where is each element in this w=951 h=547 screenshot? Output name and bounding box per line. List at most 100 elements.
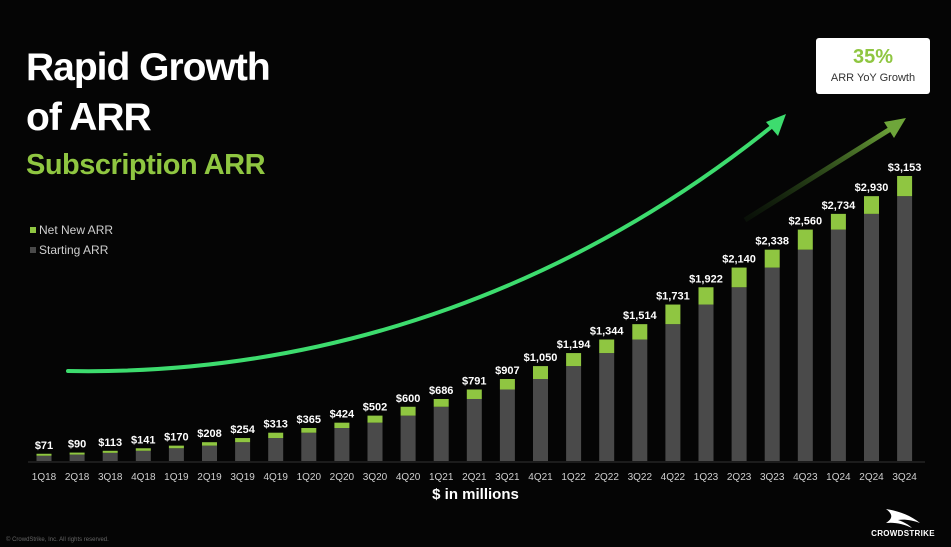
value-label-4Q22: $1,731 — [656, 291, 690, 303]
bar-starting-3Q20 — [367, 422, 383, 461]
bar-net-new-2Q24 — [864, 196, 879, 214]
x-tick-4Q21: 4Q21 — [528, 472, 553, 483]
legend-swatch-starting — [30, 247, 36, 253]
bar-starting-1Q23 — [698, 304, 714, 461]
x-tick-labels: 1Q18 2Q18 3Q18 4Q18 1Q19 2Q19 3Q19 4Q19 1Q20 2Q20… — [32, 472, 918, 483]
x-tick-4Q22: 4Q22 — [661, 472, 686, 483]
bar-starting-3Q24 — [897, 196, 913, 462]
x-tick-4Q19: 4Q19 — [263, 472, 288, 483]
bar-net-new-4Q22 — [665, 304, 681, 325]
bar-net-new-4Q20 — [400, 406, 416, 416]
bar-starting-1Q19 — [168, 448, 184, 461]
bar-net-new-3Q22 — [632, 324, 648, 340]
bar-net-new-2Q18 — [69, 452, 85, 455]
x-tick-3Q24: 3Q24 — [892, 472, 917, 483]
bar-group — [36, 176, 913, 462]
x-axis-title: $ in millions — [432, 486, 519, 503]
x-tick-1Q24: 1Q24 — [826, 472, 851, 483]
bar-starting-3Q22 — [632, 339, 648, 461]
value-label-4Q23: $2,560 — [788, 216, 822, 228]
value-label-2Q19: $208 — [197, 428, 221, 440]
bar-starting-2Q22 — [599, 353, 615, 461]
bar-starting-2Q23 — [731, 287, 747, 461]
logo-wordmark: CROWDSTRIKE — [871, 529, 935, 538]
bar-starting-1Q20 — [301, 432, 317, 461]
value-label-3Q23: $2,338 — [755, 236, 789, 248]
bar-net-new-2Q20 — [334, 422, 350, 429]
value-label-1Q20: $365 — [297, 414, 321, 426]
value-label-1Q19: $170 — [164, 432, 188, 444]
subtitle: Subscription ARR — [26, 149, 266, 181]
bar-starting-4Q20 — [400, 415, 416, 461]
value-label-4Q21: $1,050 — [524, 352, 558, 364]
x-tick-2Q19: 2Q19 — [197, 472, 222, 483]
bar-starting-2Q19 — [202, 445, 217, 461]
bar-starting-4Q23 — [797, 249, 813, 461]
copyright-footnote: © CrowdStrike, Inc. All rights reserved. — [6, 537, 109, 543]
x-tick-1Q18: 1Q18 — [32, 472, 57, 483]
title-line-1: Rapid Growth — [26, 46, 271, 89]
bar-starting-1Q18 — [36, 455, 52, 461]
legend: Net New ARR Starting ARR — [30, 220, 113, 260]
bar-net-new-3Q21 — [499, 379, 515, 390]
value-label-2Q21: $791 — [462, 376, 486, 388]
x-tick-3Q19: 3Q19 — [230, 472, 255, 483]
bar-net-new-2Q22 — [599, 339, 615, 354]
x-tick-2Q24: 2Q24 — [859, 472, 884, 483]
legend-label-net-new: Net New ARR — [39, 223, 114, 237]
bar-net-new-4Q23 — [797, 229, 813, 250]
bar-starting-1Q21 — [433, 406, 449, 461]
x-tick-4Q20: 4Q20 — [396, 472, 421, 483]
x-tick-2Q23: 2Q23 — [727, 472, 752, 483]
bar-net-new-3Q24 — [897, 176, 913, 197]
growth-badge-value: 35% — [852, 46, 894, 68]
bar-net-new-4Q19 — [268, 432, 284, 439]
value-label-1Q18: $71 — [35, 440, 53, 452]
value-label-2Q22: $1,344 — [590, 326, 625, 338]
x-tick-3Q18: 3Q18 — [98, 472, 123, 483]
bar-net-new-3Q23 — [764, 249, 780, 268]
bar-net-new-2Q19 — [202, 442, 217, 446]
x-tick-2Q18: 2Q18 — [65, 472, 90, 483]
bar-starting-1Q22 — [566, 366, 582, 461]
bar-net-new-4Q21 — [533, 366, 548, 380]
bar-starting-3Q18 — [102, 452, 118, 461]
bar-starting-4Q22 — [665, 324, 681, 461]
curved-growth-arrow — [66, 126, 772, 374]
bar-starting-3Q23 — [764, 267, 780, 461]
bar-net-new-1Q20 — [301, 428, 317, 433]
value-label-1Q22: $1,194 — [557, 339, 592, 351]
bar-net-new-2Q23 — [731, 267, 747, 288]
bar-net-new-1Q21 — [433, 398, 449, 407]
legend-item-net-new: Net New ARR — [30, 220, 113, 240]
bar-net-new-3Q18 — [102, 450, 118, 453]
value-label-3Q22: $1,514 — [623, 310, 658, 322]
x-tick-3Q22: 3Q22 — [628, 472, 653, 483]
value-label-4Q19: $313 — [263, 419, 287, 431]
x-tick-1Q20: 1Q20 — [297, 472, 322, 483]
x-tick-1Q22: 1Q22 — [561, 472, 586, 483]
bar-net-new-1Q24 — [830, 213, 846, 230]
growth-arrows — [66, 114, 906, 374]
crowdstrike-logo: CROWDSTRIKE — [868, 505, 938, 539]
x-tick-2Q22: 2Q22 — [594, 472, 619, 483]
curved-arrow-head-icon — [766, 114, 786, 136]
value-label-2Q23: $2,140 — [722, 254, 756, 266]
value-label-3Q24: $3,153 — [888, 162, 922, 174]
straight-arrow-head-icon — [884, 118, 906, 138]
value-label-2Q24: $2,930 — [855, 182, 889, 194]
x-tick-3Q23: 3Q23 — [760, 472, 785, 483]
legend-item-starting: Starting ARR — [30, 240, 113, 260]
x-tick-3Q20: 3Q20 — [363, 472, 388, 483]
straight-growth-arrow — [743, 125, 894, 223]
value-label-3Q21: $907 — [495, 365, 519, 377]
x-tick-4Q23: 4Q23 — [793, 472, 818, 483]
bar-starting-2Q18 — [69, 454, 85, 461]
title-line-2: of ARR — [26, 96, 152, 139]
x-tick-2Q20: 2Q20 — [330, 472, 355, 483]
bar-starting-2Q21 — [466, 398, 482, 461]
value-labels: $71 $90 $113 $141 $170 $208 $254 $313 $365 $424 $5… — [35, 162, 922, 452]
bar-starting-2Q20 — [334, 428, 350, 461]
